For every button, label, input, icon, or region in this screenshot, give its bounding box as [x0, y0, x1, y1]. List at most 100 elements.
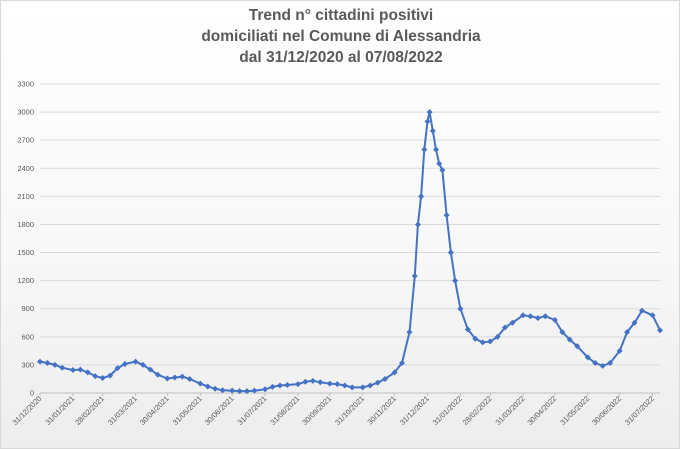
x-tick-label: 31/12/2021	[398, 394, 431, 427]
chart-title-line-3: dal 31/12/2020 al 07/08/2022	[239, 49, 443, 66]
data-point	[599, 362, 606, 369]
data-point	[44, 360, 51, 367]
data-point	[559, 329, 566, 336]
data-point	[284, 382, 291, 389]
data-point	[59, 364, 66, 371]
data-point	[382, 375, 389, 382]
data-point	[99, 375, 106, 382]
data-point	[147, 366, 154, 373]
y-tick-label: 2700	[17, 136, 34, 145]
data-point	[436, 160, 443, 167]
data-point	[326, 380, 333, 387]
data-point	[432, 146, 439, 153]
x-tick-label: 31/05/2022	[558, 394, 591, 427]
data-point	[341, 382, 348, 389]
data-point	[121, 360, 128, 367]
data-point	[276, 382, 283, 389]
data-point	[302, 378, 309, 385]
data-point	[229, 387, 236, 394]
data-point	[542, 313, 549, 320]
data-point	[429, 127, 436, 134]
x-tick-label: 30/11/2021	[365, 394, 398, 427]
data-point	[426, 109, 433, 116]
data-point	[624, 329, 631, 336]
x-tick-label: 31/07/2021	[236, 394, 269, 427]
x-tick-label: 30/04/2021	[138, 394, 171, 427]
data-point	[457, 305, 464, 312]
data-point	[447, 249, 454, 256]
y-tick-label: 1200	[17, 276, 34, 285]
data-point	[439, 167, 446, 174]
y-tick-label: 300	[21, 360, 34, 369]
y-tick-label: 600	[21, 332, 34, 341]
data-point	[551, 316, 558, 323]
data-point	[566, 336, 573, 343]
data-point	[171, 374, 178, 381]
data-point	[186, 375, 193, 382]
data-point	[219, 387, 226, 394]
data-point	[479, 339, 486, 346]
x-tick-label: 31/08/2021	[268, 394, 301, 427]
data-point	[464, 326, 471, 333]
x-tick-label: 28/02/2021	[73, 394, 106, 427]
data-point	[374, 379, 381, 386]
x-tick-label: 31/07/2022	[623, 394, 656, 427]
data-point	[367, 382, 374, 389]
data-point	[114, 365, 121, 372]
data-point	[414, 221, 421, 228]
data-point	[638, 307, 645, 314]
chart-title-line-1: Trend n° cittadini positivi	[248, 7, 434, 24]
data-point	[294, 381, 301, 388]
y-tick-label: 1800	[17, 220, 34, 229]
x-tick-label: 30/06/2022	[590, 394, 623, 427]
y-tick-label: 3000	[17, 108, 34, 117]
y-tick-label: 0	[30, 389, 34, 398]
data-point	[502, 324, 508, 331]
data-point	[631, 319, 638, 326]
data-point	[509, 319, 516, 326]
data-point	[424, 118, 431, 125]
data-point	[452, 277, 459, 284]
data-point	[616, 347, 623, 354]
data-point	[349, 384, 356, 391]
data-point	[244, 388, 251, 395]
data-point	[534, 315, 541, 322]
data-point	[421, 146, 428, 153]
x-tick-label: 30/06/2021	[203, 394, 236, 427]
data-point	[391, 369, 398, 376]
data-point	[204, 383, 211, 390]
chart-title-line-2: domiciliati nel Comune di Alessandria	[201, 28, 481, 45]
x-tick-label: 30/09/2021	[300, 394, 333, 427]
data-point	[443, 212, 450, 219]
series-line	[39, 111, 661, 393]
data-point	[107, 372, 114, 379]
data-point	[649, 312, 656, 319]
data-point	[309, 377, 316, 384]
y-axis-ticks: 0 300 600 900 1200 1500 1800 2100 2400 2700 3000 33…	[17, 80, 34, 398]
data-point	[472, 335, 479, 342]
x-tick-label: 30/04/2022	[525, 394, 558, 427]
data-point	[584, 354, 591, 361]
gridlines	[40, 83, 660, 366]
x-tick-label: 31/01/2021	[43, 394, 76, 427]
data-point	[251, 387, 258, 394]
x-tick-label: 31/05/2021	[171, 394, 204, 427]
x-tick-label: 31/03/2022	[494, 394, 527, 427]
x-tick-label: 28/02/2022	[461, 394, 494, 427]
series-group	[37, 109, 663, 395]
y-tick-label: 900	[21, 304, 34, 313]
data-point	[527, 313, 534, 320]
data-point	[154, 371, 161, 378]
data-point	[418, 193, 425, 200]
data-point	[212, 385, 219, 392]
data-point	[132, 358, 139, 365]
data-point	[399, 360, 406, 367]
y-tick-label: 2400	[17, 164, 34, 173]
data-point	[197, 380, 204, 387]
data-point	[84, 369, 91, 376]
data-point	[269, 383, 276, 390]
data-point	[494, 333, 501, 340]
data-point	[657, 327, 663, 334]
x-tick-label: 31/03/2021	[106, 394, 139, 427]
